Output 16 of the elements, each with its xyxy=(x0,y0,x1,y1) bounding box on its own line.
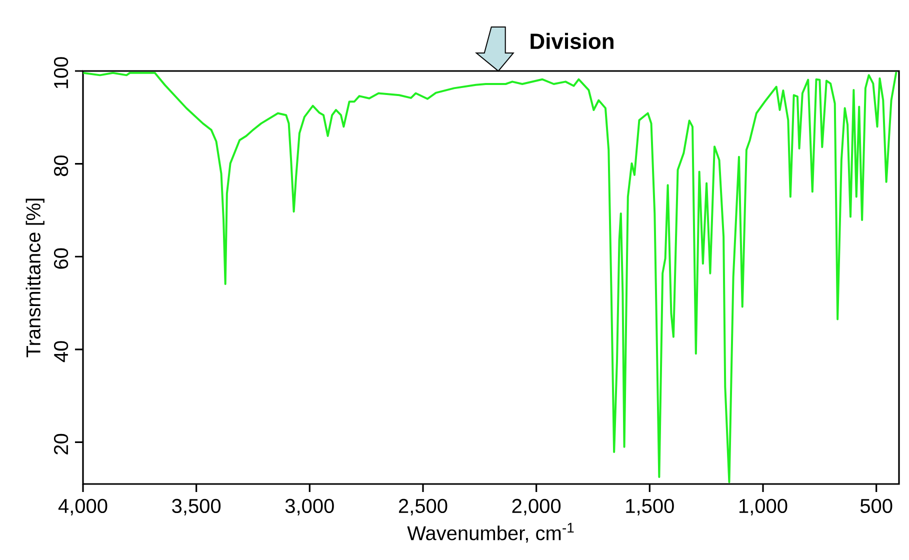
y-tick-label: 80 xyxy=(54,155,68,176)
y-tick-label: 40 xyxy=(54,341,68,362)
y-axis-title: Transmittance [%] xyxy=(26,198,44,358)
x-tick-label: 500 xyxy=(860,498,892,514)
x-tick-label: 2,500 xyxy=(398,498,448,516)
x-tick-label: 2,000 xyxy=(512,498,561,516)
x-tick-label: 1,500 xyxy=(626,498,674,516)
x-tick-label: 4,000 xyxy=(58,498,108,516)
x-tick-label: 1,000 xyxy=(739,498,788,516)
x-tick-label: 3,000 xyxy=(285,498,334,516)
y-tick-label: 60 xyxy=(54,248,68,269)
y-tick-label: 100 xyxy=(54,57,68,88)
y-tick-label: 20 xyxy=(54,434,68,454)
x-tick-label: 3,500 xyxy=(172,498,221,516)
text: Division xyxy=(530,32,614,50)
x-axis-title: Wavenumber, cm$^{-1}$ xyxy=(407,522,574,543)
